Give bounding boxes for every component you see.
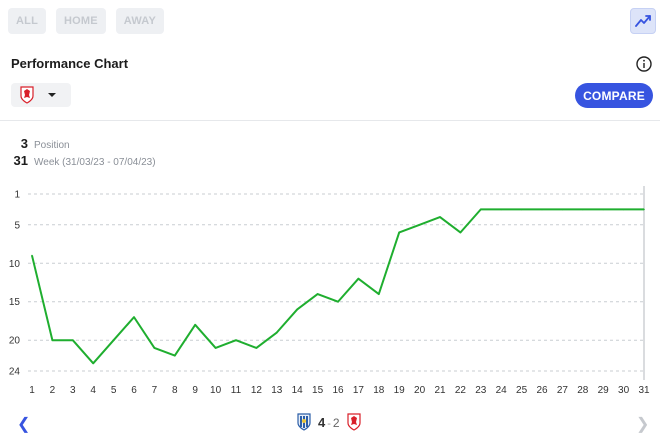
data-point bbox=[72, 339, 74, 342]
score-separator: - bbox=[327, 417, 331, 430]
data-point bbox=[31, 254, 33, 257]
y-tick-label: 5 bbox=[14, 220, 20, 231]
red-lion-crest-icon bbox=[20, 86, 34, 104]
y-tick-label: 1 bbox=[14, 190, 20, 201]
data-point bbox=[51, 339, 54, 342]
filter-home-button[interactable]: HOME bbox=[55, 8, 106, 34]
data-point bbox=[174, 354, 176, 357]
x-tick-label: 12 bbox=[251, 385, 263, 396]
x-tick-label: 25 bbox=[516, 385, 528, 396]
x-tick-label: 20 bbox=[414, 385, 426, 396]
x-tick-label: 1 bbox=[29, 385, 35, 396]
data-point bbox=[439, 216, 441, 218]
week-label: Week (31/03/23 - 07/04/23) bbox=[34, 157, 156, 168]
blue-white-crest-icon bbox=[297, 413, 311, 431]
position-value: 3 bbox=[20, 136, 28, 151]
x-tick-label: 4 bbox=[90, 385, 96, 396]
data-point bbox=[235, 339, 237, 342]
caret-down-icon bbox=[48, 93, 56, 97]
data-point bbox=[296, 308, 299, 311]
x-tick-label: 14 bbox=[292, 385, 304, 396]
match-result[interactable]: 4 - 2 bbox=[296, 413, 362, 431]
x-tick-label: 9 bbox=[192, 385, 198, 396]
y-tick-label: 10 bbox=[9, 259, 21, 270]
x-tick-label: 6 bbox=[131, 385, 137, 396]
x-tick-label: 26 bbox=[536, 385, 548, 396]
data-point bbox=[622, 208, 625, 211]
data-point bbox=[92, 362, 94, 365]
data-point bbox=[561, 208, 564, 211]
x-tick-label: 8 bbox=[172, 385, 178, 396]
data-point bbox=[337, 300, 339, 303]
data-point bbox=[520, 208, 523, 211]
x-tick-label: 17 bbox=[353, 385, 365, 396]
week-value: 31 bbox=[13, 153, 28, 168]
data-point bbox=[214, 347, 217, 349]
x-tick-label: 23 bbox=[475, 385, 487, 396]
filter-away-button[interactable]: AWAY bbox=[115, 8, 164, 34]
chart-view-button[interactable] bbox=[630, 8, 656, 34]
week-stat: 31 Week (31/03/23 - 07/04/23) bbox=[8, 153, 156, 168]
data-point bbox=[418, 223, 421, 226]
position-stat: 3 Position bbox=[8, 136, 70, 151]
match-navigator: ❮ 4 - 2 ❯ bbox=[0, 410, 660, 436]
x-tick-label: 24 bbox=[496, 385, 508, 396]
x-tick-label: 7 bbox=[152, 385, 158, 396]
data-point bbox=[602, 208, 604, 211]
x-tick-label: 18 bbox=[373, 385, 385, 396]
data-point bbox=[398, 231, 401, 234]
data-point bbox=[194, 324, 196, 326]
next-match-button[interactable]: ❯ bbox=[636, 416, 650, 433]
filter-all-button[interactable]: ALL bbox=[8, 8, 46, 34]
data-point bbox=[316, 293, 319, 295]
data-point bbox=[112, 339, 115, 342]
data-point bbox=[378, 293, 380, 295]
data-point bbox=[541, 208, 543, 211]
x-tick-label: 22 bbox=[455, 385, 467, 396]
x-tick-label: 29 bbox=[598, 385, 610, 396]
x-tick-label: 11 bbox=[231, 385, 242, 396]
data-point bbox=[276, 331, 278, 334]
y-tick-label: 15 bbox=[9, 297, 21, 308]
data-point bbox=[357, 277, 360, 280]
x-tick-label: 27 bbox=[557, 385, 569, 396]
x-tick-label: 21 bbox=[434, 385, 446, 396]
x-tick-label: 5 bbox=[111, 385, 117, 396]
trend-line-icon bbox=[635, 15, 651, 27]
position-label: Position bbox=[34, 140, 70, 151]
y-tick-label: 24 bbox=[9, 367, 21, 378]
previous-match-button[interactable]: ❮ bbox=[17, 416, 31, 433]
match-score: 4 - 2 bbox=[318, 415, 340, 430]
home-score: 4 bbox=[318, 414, 326, 430]
page-title: Performance Chart bbox=[11, 56, 129, 71]
data-point bbox=[255, 347, 258, 349]
info-icon[interactable] bbox=[636, 56, 652, 72]
x-tick-label: 10 bbox=[210, 385, 222, 396]
data-point bbox=[133, 316, 135, 318]
x-tick-label: 2 bbox=[50, 385, 56, 396]
x-tick-label: 19 bbox=[394, 385, 406, 396]
data-point bbox=[480, 208, 482, 211]
data-point bbox=[153, 347, 156, 349]
compare-button[interactable]: COMPARE bbox=[575, 83, 653, 108]
x-tick-label: 13 bbox=[271, 385, 283, 396]
x-tick-label: 3 bbox=[70, 385, 76, 396]
data-point bbox=[500, 208, 503, 211]
x-tick-label: 30 bbox=[618, 385, 630, 396]
venue-filter: ALL HOME AWAY bbox=[8, 8, 164, 34]
y-tick-label: 20 bbox=[9, 336, 21, 347]
data-point bbox=[582, 208, 584, 211]
data-point bbox=[643, 208, 645, 211]
red-lion-crest-icon bbox=[346, 413, 361, 431]
data-point bbox=[459, 231, 462, 234]
x-tick-label: 16 bbox=[332, 385, 344, 396]
x-tick-label: 15 bbox=[312, 385, 324, 396]
x-tick-label: 31 bbox=[638, 385, 650, 396]
team-select-dropdown[interactable] bbox=[11, 83, 71, 107]
away-score: 2 bbox=[332, 415, 340, 430]
divider bbox=[0, 120, 660, 121]
x-tick-label: 28 bbox=[577, 385, 589, 396]
